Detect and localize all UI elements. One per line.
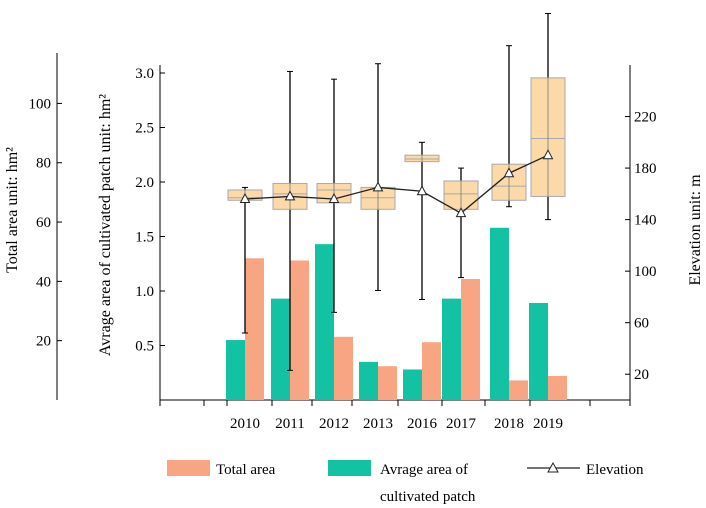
left-tick-label: 80 [36, 156, 51, 172]
bar-total-area-2011 [290, 260, 309, 400]
right-tick-label: 220 [634, 110, 657, 126]
right-tick-label: 20 [634, 367, 649, 383]
left-tick-label: 40 [36, 274, 51, 290]
x-tick-label-2011: 2011 [275, 416, 304, 432]
left-tick-label: 100 [29, 96, 52, 112]
middle-tick-label: 3.0 [135, 66, 154, 82]
middle-tick-label: 2.0 [135, 175, 154, 191]
middle-tick-label: 0.5 [135, 339, 154, 355]
elevation-marker-2011 [284, 190, 296, 201]
elevation-marker-2017 [455, 207, 467, 218]
legend-swatch-average-area [328, 460, 371, 476]
bar-average-area-2013 [359, 361, 378, 400]
elevation-line [244, 154, 549, 214]
x-tick-label-2016: 2016 [407, 416, 438, 432]
elevation-marker-2019 [542, 149, 554, 160]
bar-average-area-2017 [442, 298, 461, 400]
right-tick-label: 180 [634, 161, 657, 177]
left-tick-label: 20 [36, 334, 51, 350]
middle-tick-label: 2.5 [135, 121, 154, 137]
axes-layer: 20 40 60 80 100 0.5 1.0 1.5 2.0 2.5 3.0 20 60 100 140 1… [29, 53, 657, 432]
elevation-marker-2012 [328, 192, 340, 203]
bar-average-area-2018 [490, 227, 509, 400]
middle-tick-label: 1.0 [135, 284, 154, 300]
bar-average-area-2012 [315, 244, 334, 400]
legend: Total area Avrage area of cultivated pat… [167, 460, 644, 505]
x-tick-label-2019: 2019 [533, 416, 563, 432]
bar-total-area-2016 [422, 342, 441, 400]
elevation-line-layer [239, 149, 554, 218]
elevation-marker-2013 [372, 181, 384, 192]
legend-label-average-area-line2: cultivated patch [380, 489, 476, 505]
x-tick-label-2010: 2010 [230, 416, 260, 432]
bar-total-area-2012 [334, 336, 353, 400]
legend-label-elevation: Elevation [586, 462, 644, 478]
right-tick-label: 100 [634, 264, 657, 280]
elevation-marker-2010 [239, 192, 251, 203]
bar-average-area-2011 [271, 298, 290, 400]
legend-swatch-total-area [167, 460, 210, 476]
bar-total-area-2018 [509, 380, 528, 400]
middle-axis-title: Avrage area of cultivated patch unit: hm… [97, 94, 114, 356]
right-axis-title: Elevation unit: m [687, 174, 704, 286]
bar-total-area-2019 [548, 376, 567, 400]
x-tick-label-2013: 2013 [363, 416, 393, 432]
bar-average-area-2010 [226, 340, 245, 400]
bars-layer [226, 227, 567, 400]
right-tick-label: 60 [634, 316, 649, 332]
legend-label-average-area-line1: Avrage area of [380, 462, 468, 478]
left-axis-title: Total area unit: hm² [4, 147, 21, 273]
x-tick-label-2018: 2018 [494, 416, 524, 432]
x-tick-label-2017: 2017 [446, 416, 477, 432]
bar-total-area-2013 [378, 366, 397, 400]
x-tick-label-2012: 2012 [319, 416, 349, 432]
left-tick-label: 60 [36, 215, 51, 231]
bar-total-area-2017 [461, 279, 480, 400]
legend-label-total-area: Total area [216, 462, 276, 478]
middle-tick-label: 1.5 [135, 230, 154, 246]
elevation-marker-2016 [416, 185, 428, 196]
bar-average-area-2019 [529, 302, 548, 400]
bar-total-area-2010 [245, 258, 264, 400]
legend-elevation-marker [547, 461, 559, 473]
bar-average-area-2016 [403, 369, 422, 400]
elevation-marker-2018 [503, 167, 515, 178]
right-tick-label: 140 [634, 213, 657, 229]
